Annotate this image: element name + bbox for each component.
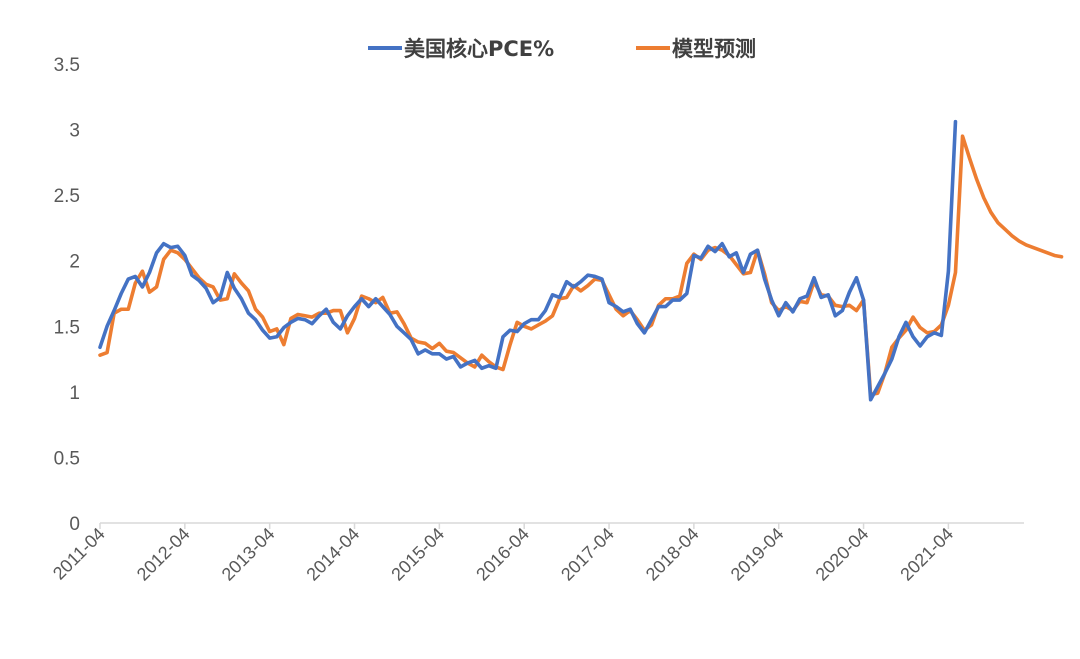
x-tick-label: 2018-04 — [642, 524, 703, 585]
y-tick-label: 1.5 — [54, 317, 80, 338]
series-line-model-forecast — [98, 134, 1064, 397]
legend-label-model-forecast: 模型预测 — [672, 37, 756, 61]
x-tick-label: 2015-04 — [387, 524, 448, 585]
y-tick-label: 0.5 — [54, 448, 80, 469]
y-tick-label: 3 — [69, 121, 80, 142]
x-tick-label: 2012-04 — [133, 524, 194, 585]
series-layer — [98, 119, 1064, 402]
x-axis: 2011-04 2012-04 2013-04 2014-04 2015-04 2016-… — [49, 522, 1024, 585]
y-tick-label: 2.5 — [54, 186, 80, 207]
x-tick-label: 2016-04 — [472, 524, 533, 585]
x-tick-label: 2017-04 — [557, 524, 618, 585]
x-tick-label: 2021-04 — [896, 524, 957, 585]
x-tick-label: 2013-04 — [218, 524, 279, 585]
series-line-core-pce — [98, 119, 958, 402]
legend: 美国核心PCE% 模型预测 — [368, 37, 756, 61]
y-tick-label: 3.5 — [54, 55, 80, 76]
x-tick-label: 2019-04 — [727, 524, 788, 585]
y-tick-label: 1 — [69, 383, 80, 404]
x-tick-label: 2020-04 — [812, 524, 873, 585]
y-tick-label: 0 — [69, 514, 80, 535]
x-tick-label: 2014-04 — [302, 524, 363, 585]
y-tick-label: 2 — [69, 252, 80, 273]
y-axis: 0 0.5 1 1.5 2 2.5 3 3.5 — [54, 55, 80, 535]
legend-label-core-pce: 美国核心PCE% — [404, 37, 554, 61]
